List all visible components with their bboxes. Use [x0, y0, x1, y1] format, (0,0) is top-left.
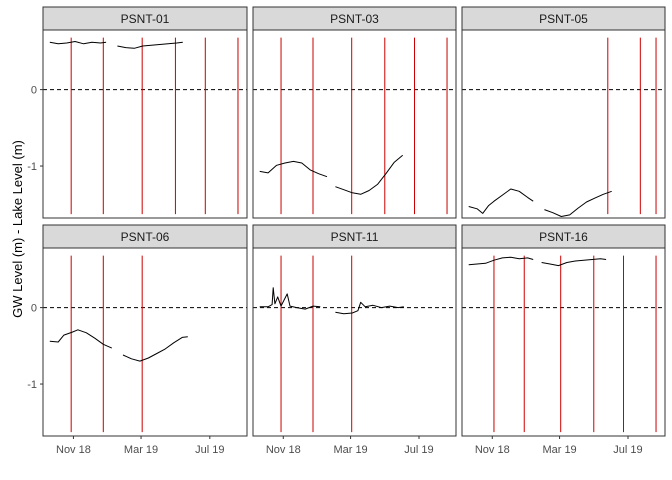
x-tick-label: Jul 19 — [195, 444, 224, 456]
y-tick-label: -1 — [27, 379, 37, 391]
series-line — [544, 190, 612, 217]
series-line — [259, 287, 321, 310]
series-line — [468, 188, 534, 214]
panel-background — [43, 248, 247, 436]
facet-strip-label: PSNT-05 — [539, 12, 588, 26]
panel-background — [253, 248, 456, 436]
facet-strip-label: PSNT-01 — [121, 12, 170, 26]
x-tick-label: Jul 19 — [404, 444, 433, 456]
series-line — [335, 301, 404, 315]
y-axis-title: GW Level (m) - Lake Level (m) — [10, 140, 25, 318]
panel-background — [43, 30, 247, 218]
x-tick-label: Mar 19 — [333, 444, 367, 456]
facet-psnt-03: PSNT-03 — [252, 6, 457, 219]
y-tick-label: -1 — [27, 161, 37, 173]
x-tick-label: Nov 18 — [56, 444, 91, 456]
facet-strip-label: PSNT-06 — [121, 230, 170, 244]
facet-psnt-06: PSNT-06 0 -1 Nov 18 Mar 19 Jul 19 — [27, 224, 248, 456]
panel-background — [462, 248, 665, 436]
y-tick-label: 0 — [31, 85, 37, 97]
series-line — [49, 41, 107, 45]
facet-psnt-16: PSNT-16 Nov 18 Mar 19 Jul 19 — [461, 224, 666, 456]
series-line — [117, 41, 183, 49]
x-tick-label: Jul 19 — [613, 444, 642, 456]
facet-psnt-11: PSNT-11 Nov 18 Mar 19 Jul 19 — [252, 224, 457, 456]
facet-psnt-01: PSNT-01 0 -1 — [27, 6, 248, 219]
series-line — [122, 336, 188, 362]
panel-border — [42, 247, 248, 437]
y-tick-label: 0 — [31, 303, 37, 315]
series-line — [541, 258, 607, 267]
x-tick-label: Nov 18 — [475, 444, 510, 456]
panel-border — [252, 29, 457, 219]
facet-psnt-05: PSNT-05 — [461, 6, 666, 219]
x-tick-label: Mar 19 — [124, 444, 158, 456]
x-tick-label: Nov 18 — [266, 444, 301, 456]
panel-border — [461, 247, 666, 437]
panel-border — [42, 29, 248, 219]
panel-border — [252, 247, 457, 437]
facet-strip-label: PSNT-03 — [330, 12, 379, 26]
series-line — [259, 160, 328, 178]
x-tick-label: Mar 19 — [542, 444, 576, 456]
facet-strip-label: PSNT-11 — [331, 230, 379, 244]
series-line — [335, 154, 404, 195]
panel-border — [461, 29, 666, 219]
panel-background — [253, 30, 456, 218]
series-line — [49, 329, 113, 349]
series-line — [468, 256, 534, 266]
facet-panels: PSNT-01 0 -1 PSNT-03 PSNT-05 PSNT-06 0 -1 Nov 18… — [27, 6, 666, 456]
facet-strip-label: PSNT-16 — [539, 230, 588, 244]
panel-background — [462, 30, 665, 218]
